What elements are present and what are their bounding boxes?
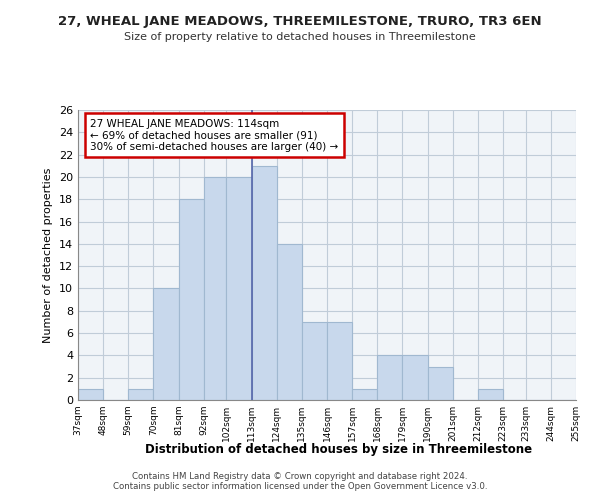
Bar xyxy=(352,389,377,400)
Bar xyxy=(128,389,154,400)
Bar xyxy=(78,389,103,400)
Text: Contains HM Land Registry data © Crown copyright and database right 2024.: Contains HM Land Registry data © Crown c… xyxy=(132,472,468,481)
Bar xyxy=(302,322,327,400)
Bar xyxy=(403,356,428,400)
Text: Size of property relative to detached houses in Threemilestone: Size of property relative to detached ho… xyxy=(124,32,476,42)
Bar xyxy=(327,322,352,400)
Text: 27, WHEAL JANE MEADOWS, THREEMILESTONE, TRURO, TR3 6EN: 27, WHEAL JANE MEADOWS, THREEMILESTONE, … xyxy=(58,15,542,28)
Bar xyxy=(428,366,452,400)
Bar xyxy=(226,177,251,400)
Bar xyxy=(277,244,302,400)
Bar xyxy=(154,288,179,400)
Y-axis label: Number of detached properties: Number of detached properties xyxy=(43,168,53,342)
Text: Distribution of detached houses by size in Threemilestone: Distribution of detached houses by size … xyxy=(145,442,533,456)
Bar xyxy=(179,199,203,400)
Text: Contains public sector information licensed under the Open Government Licence v3: Contains public sector information licen… xyxy=(113,482,487,491)
Bar xyxy=(203,177,226,400)
Bar xyxy=(478,389,503,400)
Bar xyxy=(377,356,403,400)
Bar xyxy=(251,166,277,400)
Text: 27 WHEAL JANE MEADOWS: 114sqm
← 69% of detached houses are smaller (91)
30% of s: 27 WHEAL JANE MEADOWS: 114sqm ← 69% of d… xyxy=(91,118,338,152)
